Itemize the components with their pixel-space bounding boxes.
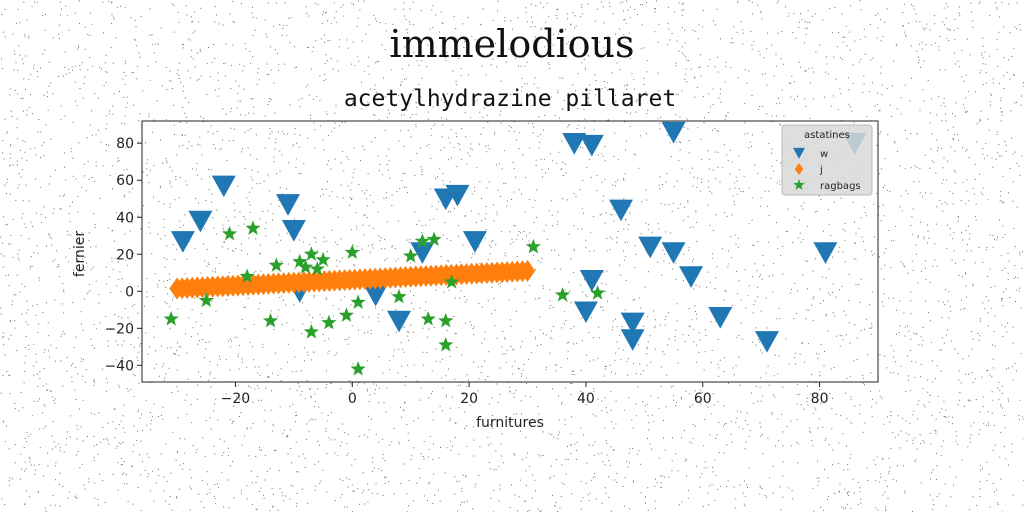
data-point-w	[387, 310, 412, 333]
series-ragbags	[163, 220, 606, 376]
legend-marker-w	[793, 147, 805, 159]
series-j	[169, 259, 536, 300]
data-point-ragbags	[309, 261, 325, 276]
data-point-w	[661, 242, 686, 264]
legend-label-ragbags: ragbags	[820, 181, 861, 192]
data-point-ragbags	[292, 253, 308, 269]
data-point-ragbags	[438, 312, 454, 328]
data-point-ragbags	[262, 312, 279, 328]
chart-title: acetylhydrazine pillaret	[343, 86, 677, 112]
y-tick-label: 80	[116, 136, 134, 152]
data-point-ragbags	[315, 251, 331, 267]
data-point-ragbags	[198, 292, 214, 308]
y-axis-label: fernier	[72, 231, 88, 277]
data-point-ragbags	[222, 225, 238, 241]
data-point-w	[281, 220, 306, 242]
data-point-ragbags	[321, 314, 337, 330]
data-point-w	[620, 329, 645, 351]
data-point-w	[620, 312, 645, 335]
data-point-ragbags	[297, 259, 314, 274]
y-tick-label: −20	[104, 321, 134, 337]
data-point-w	[276, 194, 301, 216]
data-point-w	[573, 301, 598, 324]
data-point-w	[638, 236, 663, 259]
legend-title: astatines	[804, 130, 850, 141]
axes: −20 0 20 40 60 80 −40 −20 0 20 40 60 80	[104, 120, 879, 407]
data-point-w	[813, 242, 838, 264]
data-point-w	[579, 269, 604, 292]
data-point-ragbags	[426, 231, 442, 246]
data-point-ragbags	[590, 285, 606, 300]
data-point-ragbags	[391, 288, 407, 304]
y-tick-label: 40	[116, 210, 134, 226]
data-point-ragbags	[338, 307, 355, 322]
legend-box	[781, 124, 873, 196]
legend-label-w: w	[820, 149, 828, 160]
data-point-w	[755, 331, 780, 353]
data-point-w	[462, 231, 487, 253]
data-point-ragbags	[350, 294, 366, 309]
y-tick-label: −40	[104, 358, 134, 374]
data-point-ragbags	[303, 324, 320, 339]
data-point-w	[562, 133, 587, 155]
figure-suptitle: immelodious	[389, 22, 635, 66]
y-tick-label: 20	[116, 247, 134, 263]
data-point-ragbags	[303, 246, 320, 261]
data-point-w	[211, 175, 236, 198]
data-point-w	[608, 199, 633, 222]
x-tick-label: 80	[811, 391, 829, 407]
data-point-ragbags	[525, 238, 541, 254]
data-point-ragbags	[239, 268, 255, 283]
data-point-ragbags	[163, 311, 179, 326]
x-tick-label: 40	[577, 391, 595, 407]
data-point-w	[363, 284, 388, 307]
data-point-j	[519, 259, 536, 282]
data-point-w	[679, 266, 704, 288]
data-point-ragbags	[245, 220, 261, 235]
data-point-w	[410, 242, 435, 264]
data-point-w	[579, 134, 604, 157]
data-point-w	[708, 307, 733, 329]
data-point-ragbags	[344, 244, 360, 259]
data-point-ragbags	[438, 336, 454, 352]
x-tick-label: −20	[221, 391, 251, 407]
x-tick-label: 0	[348, 391, 357, 407]
data-point-ragbags	[350, 361, 366, 376]
data-point-w	[445, 184, 470, 207]
data-point-w	[170, 231, 195, 253]
legend-label-j: j	[819, 165, 823, 176]
x-tick-label: 60	[694, 391, 712, 407]
data-point-ragbags	[443, 274, 460, 289]
data-point-w	[661, 121, 686, 144]
series-layer	[163, 121, 867, 376]
data-point-ragbags	[420, 311, 436, 326]
legend-marker-j	[794, 163, 804, 175]
legend-marker-ragbags	[793, 179, 805, 190]
x-axis-label: furnitures	[476, 415, 544, 431]
data-point-ragbags	[268, 257, 284, 272]
data-point-ragbags	[554, 287, 571, 302]
x-tick-label: 20	[460, 391, 478, 407]
data-point-w	[188, 210, 213, 233]
data-point-ragbags	[403, 248, 419, 263]
y-tick-label: 60	[116, 173, 134, 189]
y-tick-label: 0	[125, 284, 134, 300]
data-point-ragbags	[414, 233, 430, 248]
legend: astatines wj ragbags	[781, 124, 873, 196]
